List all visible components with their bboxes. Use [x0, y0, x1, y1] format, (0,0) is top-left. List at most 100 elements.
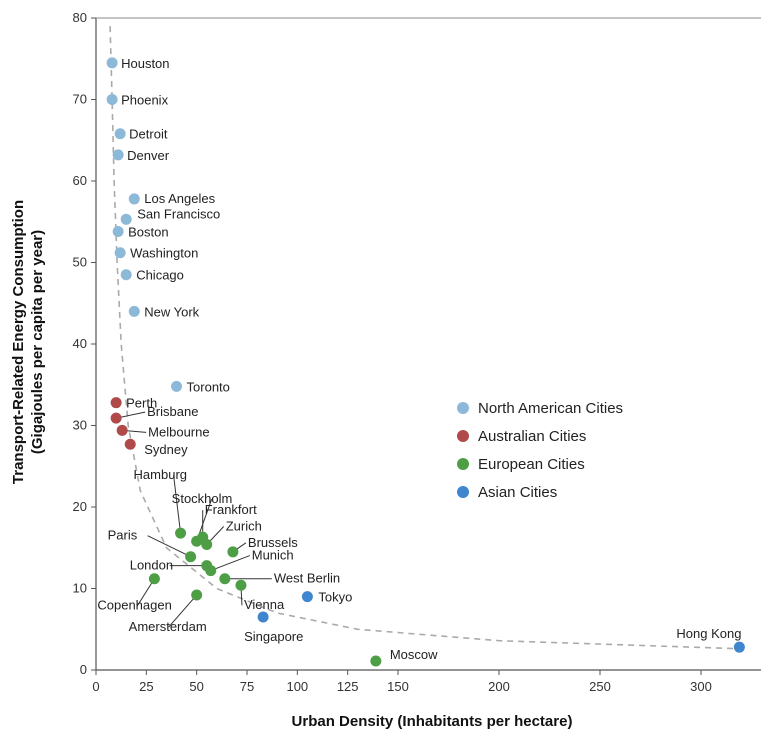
trend-line: [109, 26, 742, 650]
legend-entry: Australian Cities: [478, 428, 586, 445]
y-tick-label: 30: [73, 418, 87, 433]
point-tokyo: [301, 591, 313, 603]
legend-marker: [457, 486, 469, 498]
x-tick-label: 100: [286, 679, 308, 694]
leader-amersterdam: [168, 594, 198, 628]
point-new-york: [128, 305, 140, 317]
x-tick-label: 0: [92, 679, 99, 694]
x-tick-label: 25: [139, 679, 153, 694]
legend-entry: European Cities: [478, 456, 585, 473]
point-brussels: [227, 546, 239, 558]
legend-marker: [457, 430, 469, 442]
x-tick-label: 250: [589, 679, 611, 694]
point-paris: [185, 551, 197, 563]
y-axis-title-line2: (Gigajoules per capita per year): [29, 230, 46, 454]
label-hong-kong: Hong Kong: [676, 626, 741, 641]
point-washington: [114, 247, 126, 259]
point-labels: Houston Phoenix Detroit Denver Los AngelesSa…: [97, 56, 741, 662]
y-tick-label: 10: [73, 581, 87, 596]
y-axis-title-line1: Transport-Related Energy Consumption: [10, 200, 27, 484]
y-tick-label: 60: [73, 173, 87, 188]
legend-marker: [457, 402, 469, 414]
legend-marker: [457, 458, 469, 470]
label-paris: Paris: [108, 528, 138, 543]
point-moscow: [370, 655, 382, 667]
label-vienna: Vienna: [244, 597, 285, 612]
label-brussels: Brussels: [248, 535, 298, 550]
axes: 0 10 20 30 40 50 60 70 80 0 25 50 75 100 125 150 200 250 3…: [73, 10, 761, 694]
label-toronto: Toronto: [187, 379, 230, 394]
label-washington: Washington: [130, 246, 198, 261]
point-brisbane: [110, 412, 122, 424]
point-toronto: [171, 380, 183, 392]
y-tick-label: 80: [73, 10, 87, 25]
point-sydney: [124, 438, 136, 450]
label-moscow: Moscow: [390, 647, 438, 662]
label-stockholm: Stockholm: [172, 491, 233, 506]
point-munich: [205, 565, 217, 577]
point-chicago: [120, 269, 132, 281]
leader-munich: [210, 555, 250, 572]
label-munich: Munich: [252, 548, 294, 563]
y-tick-label: 40: [73, 336, 87, 351]
legend: North American Cities Australian Cities Eu…: [457, 400, 623, 501]
label-tokyo: Tokyo: [318, 590, 352, 605]
point-melbourne: [116, 424, 128, 436]
point-singapore: [257, 611, 269, 623]
label-melbourne: Melbourne: [148, 424, 209, 439]
label-denver: Denver: [127, 148, 170, 163]
x-tick-label: 125: [337, 679, 359, 694]
label-perth: Perth: [126, 396, 157, 411]
point-boston: [112, 226, 124, 238]
x-tick-label: 150: [387, 679, 409, 694]
x-axis-title: Urban Density (Inhabitants per hectare): [292, 713, 573, 730]
point-hong-kong: [733, 641, 745, 653]
y-tick-label: 70: [73, 92, 87, 107]
leader-hamburg: [173, 475, 182, 534]
label-new-york: New York: [144, 304, 199, 319]
label-boston: Boston: [128, 225, 168, 240]
point-san-francisco: [120, 213, 132, 225]
x-tick-label: 75: [240, 679, 254, 694]
label-hamburg: Hamburg: [134, 467, 187, 482]
point-west-berlin: [219, 573, 231, 585]
label-chicago: Chicago: [136, 268, 184, 283]
point-zurich: [201, 538, 213, 550]
trend-curve: [109, 26, 742, 650]
data-points: [106, 57, 745, 667]
label-london: London: [130, 558, 173, 573]
x-tick-label: 300: [690, 679, 712, 694]
x-tick-label: 200: [488, 679, 510, 694]
point-detroit: [114, 128, 126, 140]
label-brisbane: Brisbane: [147, 404, 198, 419]
point-hamburg: [175, 527, 187, 539]
point-denver: [112, 149, 124, 161]
label-houston: Houston: [121, 56, 169, 71]
x-tick-label: 50: [189, 679, 203, 694]
legend-entry: North American Cities: [478, 400, 623, 417]
label-phoenix: Phoenix: [121, 93, 168, 108]
label-copenhagen: Copenhagen: [97, 598, 171, 613]
point-houston: [106, 57, 118, 69]
y-tick-label: 20: [73, 499, 87, 514]
leader-paris: [147, 535, 191, 558]
label-west-berlin: West Berlin: [274, 571, 340, 586]
label-amersterdam: Amersterdam: [129, 619, 207, 634]
label-san-francisco: San Francisco: [137, 206, 220, 221]
point-phoenix: [106, 94, 118, 105]
point-los-angeles: [128, 193, 140, 205]
label-singapore: Singapore: [244, 629, 303, 644]
legend-entry: Asian Cities: [478, 484, 557, 501]
y-tick-label: 50: [73, 255, 87, 270]
point-amersterdam: [191, 589, 203, 601]
y-tick-label: 0: [80, 662, 87, 677]
label-sydney: Sydney: [144, 442, 188, 457]
label-los-angeles: Los Angeles: [144, 191, 215, 206]
point-perth: [110, 397, 122, 409]
label-zurich: Zurich: [226, 518, 262, 533]
point-vienna: [235, 579, 247, 591]
label-detroit: Detroit: [129, 127, 168, 142]
point-copenhagen: [148, 573, 160, 585]
